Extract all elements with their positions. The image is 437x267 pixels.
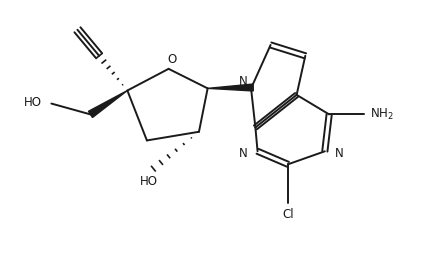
Text: HO: HO [24, 96, 42, 109]
Text: HO: HO [140, 175, 158, 188]
Polygon shape [208, 84, 253, 91]
Text: NH$_2$: NH$_2$ [371, 107, 394, 122]
Text: O: O [167, 53, 177, 66]
Text: N: N [239, 147, 248, 160]
Text: N: N [334, 147, 343, 160]
Text: N: N [239, 75, 248, 88]
Text: Cl: Cl [282, 208, 294, 221]
Polygon shape [88, 91, 127, 117]
